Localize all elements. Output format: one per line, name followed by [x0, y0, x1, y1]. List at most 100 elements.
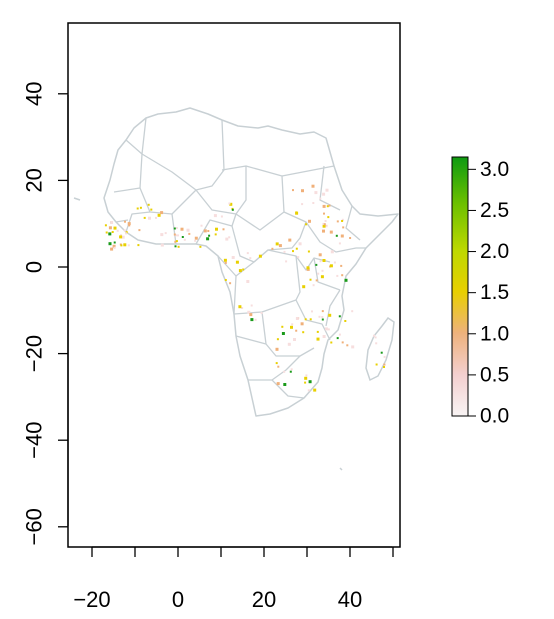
- raster-cell: [307, 389, 310, 392]
- raster-cell: [309, 278, 312, 281]
- raster-cell: [283, 250, 286, 253]
- raster-cell: [295, 247, 298, 250]
- raster-cell: [338, 315, 341, 318]
- raster-cell: [341, 274, 344, 277]
- raster-cell: [340, 234, 344, 238]
- raster-cell: [194, 239, 197, 242]
- raster-cell: [249, 257, 252, 260]
- raster-cell: [124, 220, 126, 223]
- raster-cell: [323, 223, 326, 226]
- raster-cell: [104, 224, 107, 227]
- raster-cell: [306, 267, 310, 271]
- raster-cell: [160, 211, 164, 215]
- raster-cell: [231, 256, 235, 259]
- raster-cell: [241, 307, 244, 309]
- raster-cell: [224, 261, 227, 264]
- raster-cell: [307, 250, 310, 253]
- raster-cell: [121, 235, 125, 239]
- small-island: [339, 467, 343, 471]
- raster-cell: [374, 336, 377, 339]
- legend-tick-label: 1.0: [480, 322, 509, 345]
- raster-cell: [275, 362, 278, 365]
- raster-cell: [229, 202, 233, 206]
- raster-cell: [242, 268, 245, 271]
- raster-cell: [312, 284, 315, 287]
- raster-cell: [174, 245, 177, 248]
- raster-cell: [321, 316, 324, 318]
- raster-cell: [235, 260, 239, 264]
- raster-cell: [322, 229, 325, 233]
- raster-cell: [292, 250, 294, 253]
- legend-tick-label: 0.5: [480, 363, 509, 386]
- raster-cell: [297, 256, 300, 259]
- raster-cell: [110, 221, 114, 224]
- raster-cell: [322, 259, 326, 262]
- raster-cell: [249, 313, 253, 317]
- raster-cell: [177, 245, 180, 248]
- raster-cell: [305, 223, 308, 226]
- raster-cell: [125, 231, 128, 234]
- raster-cell: [330, 250, 334, 254]
- raster-cell: [181, 236, 184, 238]
- raster-cell: [292, 189, 294, 192]
- raster-cell: [383, 355, 386, 358]
- raster-cell: [333, 261, 336, 264]
- raster-cell: [173, 233, 176, 236]
- raster-cell: [322, 222, 325, 225]
- raster-cell: [320, 275, 324, 279]
- legend-tick-label: 0.0: [480, 405, 509, 428]
- raster-cell: [108, 226, 112, 230]
- raster-cell: [289, 370, 292, 373]
- raster-cell: [373, 334, 375, 337]
- raster-cell: [380, 351, 383, 354]
- raster-cell: [137, 244, 140, 247]
- raster-cell: [173, 227, 176, 230]
- raster-cell: [316, 330, 319, 333]
- raster-cell: [120, 234, 122, 237]
- legend-tick-label: 3.0: [480, 158, 509, 181]
- raster-cell: [108, 242, 112, 246]
- raster-cell: [315, 279, 318, 282]
- raster-cell: [335, 234, 338, 237]
- raster-cell: [301, 203, 304, 206]
- raster-cell: [177, 234, 179, 237]
- raster-cell: [119, 235, 123, 239]
- raster-cell: [315, 263, 318, 266]
- raster-cell: [228, 236, 231, 239]
- raster-cell: [250, 304, 253, 307]
- raster-cell: [188, 232, 191, 235]
- madagascar-outline: [365, 316, 395, 382]
- raster-cell: [111, 231, 114, 233]
- raster-cell: [199, 245, 202, 248]
- raster-cells: [104, 184, 386, 392]
- y-tick-label: 0: [22, 261, 47, 273]
- x-tick-label: 20: [252, 587, 276, 612]
- raster-cell: [287, 342, 291, 346]
- raster-cell: [229, 282, 232, 285]
- x-tick-label: 40: [338, 587, 362, 612]
- raster-cell: [250, 318, 254, 322]
- raster-cell: [336, 220, 339, 223]
- raster-cell: [346, 344, 349, 347]
- raster-cell: [308, 219, 311, 223]
- raster-cell: [281, 325, 284, 328]
- raster-cell: [120, 244, 123, 247]
- raster-cell: [220, 215, 223, 218]
- raster-cell: [313, 388, 317, 392]
- raster-cell: [322, 224, 326, 228]
- raster-cell: [276, 338, 279, 341]
- raster-cell: [329, 230, 333, 234]
- raster-cell: [110, 247, 114, 251]
- raster-cell: [351, 345, 355, 349]
- raster-cell: [319, 197, 322, 200]
- color-legend: 3.0 2.5 2.0 1.5 1.0 0.5 0.0: [451, 156, 509, 428]
- raster-cell: [214, 233, 217, 236]
- raster-cell: [304, 318, 307, 321]
- raster-cell: [275, 242, 279, 246]
- raster-cell: [206, 237, 210, 241]
- raster-cell: [317, 272, 320, 275]
- y-tick-label: −40: [22, 422, 47, 459]
- legend-colorbar: [451, 156, 469, 417]
- raster-cell: [164, 232, 167, 235]
- raster-cell: [323, 212, 325, 215]
